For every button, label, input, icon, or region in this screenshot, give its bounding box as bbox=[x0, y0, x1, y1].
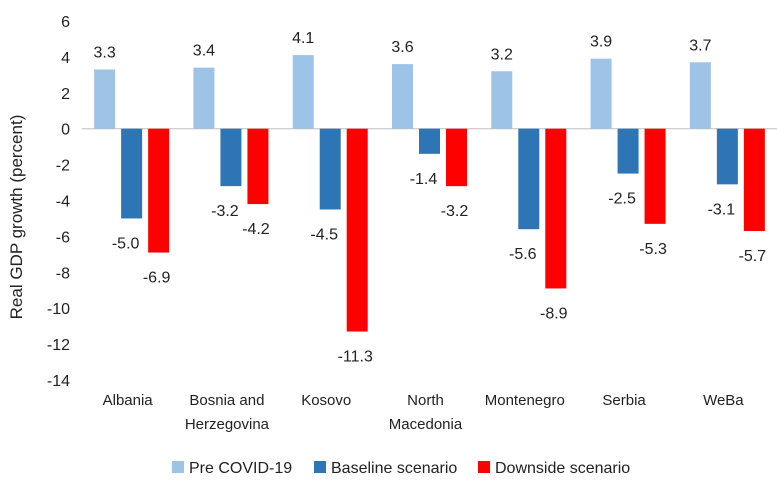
bar bbox=[518, 128, 540, 230]
y-axis-title-group: Real GDP growth (percent) bbox=[7, 115, 26, 320]
category-label: Albania bbox=[103, 392, 154, 409]
bar bbox=[689, 62, 711, 129]
bar bbox=[319, 128, 341, 210]
y-axis-title: Real GDP growth (percent) bbox=[7, 115, 26, 320]
y-tick-label: 2 bbox=[61, 86, 70, 103]
legend-swatch bbox=[314, 461, 326, 473]
legend-label: Downside scenario bbox=[495, 460, 630, 477]
data-label: 3.9 bbox=[590, 34, 612, 51]
bar bbox=[419, 128, 440, 154]
data-label: 4.1 bbox=[292, 30, 314, 47]
category-labels-group: Albania Bosnia and Herzegovina Kosovo North M… bbox=[103, 392, 745, 433]
y-tick-label: 0 bbox=[61, 122, 70, 139]
bar bbox=[644, 128, 666, 224]
data-label: -5.0 bbox=[112, 235, 140, 252]
bars-group bbox=[94, 55, 765, 332]
y-tick-label: -6 bbox=[56, 229, 70, 246]
y-tick-label: -2 bbox=[56, 158, 70, 175]
y-tick-label: 6 bbox=[61, 14, 70, 31]
bar bbox=[346, 128, 368, 332]
data-label: -5.6 bbox=[509, 246, 537, 263]
data-label: -2.5 bbox=[608, 191, 636, 208]
data-label: -11.3 bbox=[338, 349, 373, 366]
data-label: 3.4 bbox=[193, 43, 215, 60]
data-label: 3.3 bbox=[94, 44, 116, 61]
data-label: -3.1 bbox=[708, 201, 736, 218]
y-tick-label: -4 bbox=[56, 194, 70, 211]
category-label: Herzegovina bbox=[185, 416, 270, 433]
bar bbox=[545, 128, 567, 289]
bar bbox=[220, 128, 242, 187]
y-tick-label: -8 bbox=[56, 265, 70, 282]
bar bbox=[392, 64, 413, 129]
y-tick-label: -12 bbox=[47, 337, 70, 354]
data-label: 3.6 bbox=[391, 39, 413, 56]
y-axis-ticks: -14 -12 -10 -8 -6 -4 -2 0 2 4 6 bbox=[47, 14, 70, 390]
bar bbox=[121, 128, 143, 219]
data-label: -3.2 bbox=[211, 203, 239, 220]
data-label: -4.5 bbox=[310, 226, 338, 243]
bar bbox=[446, 128, 467, 187]
category-label: Montenegro bbox=[485, 392, 565, 409]
category-label: Bosnia and bbox=[189, 392, 264, 409]
category-label: Macedonia bbox=[389, 416, 463, 433]
bar bbox=[193, 67, 215, 129]
data-labels-group: 3.3-5.0-6.93.4-3.2-4.24.1-4.5-11.33.6-1.… bbox=[94, 30, 767, 365]
category-label: Serbia bbox=[602, 392, 646, 409]
legend-swatch bbox=[172, 461, 184, 473]
category-label: Kosovo bbox=[301, 392, 351, 409]
data-label: 3.7 bbox=[689, 37, 711, 54]
legend-swatch bbox=[478, 461, 490, 473]
y-tick-label: -14 bbox=[47, 373, 70, 390]
bar bbox=[617, 128, 639, 174]
data-label: -8.9 bbox=[540, 305, 568, 322]
bar bbox=[247, 128, 269, 205]
bar bbox=[292, 55, 314, 129]
legend-label: Pre COVID-19 bbox=[189, 460, 292, 477]
data-label: -3.2 bbox=[441, 203, 469, 220]
bar bbox=[94, 69, 116, 129]
data-label: -5.3 bbox=[639, 241, 667, 258]
legend-label: Baseline scenario bbox=[331, 460, 457, 477]
y-tick-label: 4 bbox=[61, 50, 70, 67]
data-label: -5.7 bbox=[739, 248, 767, 265]
bar bbox=[743, 128, 765, 232]
data-label: -4.2 bbox=[242, 221, 270, 238]
bar bbox=[716, 128, 738, 185]
bar bbox=[590, 58, 612, 129]
category-label: North bbox=[407, 392, 444, 409]
y-tick-label: -10 bbox=[47, 301, 70, 318]
bar bbox=[491, 71, 513, 129]
data-label: -6.9 bbox=[143, 270, 171, 287]
legend: Pre COVID-19 Baseline scenario Downside sc… bbox=[172, 460, 630, 477]
category-label: WeBa bbox=[703, 392, 744, 409]
data-label: -1.4 bbox=[410, 171, 438, 188]
bar bbox=[148, 128, 170, 253]
data-label: 3.2 bbox=[491, 46, 513, 63]
